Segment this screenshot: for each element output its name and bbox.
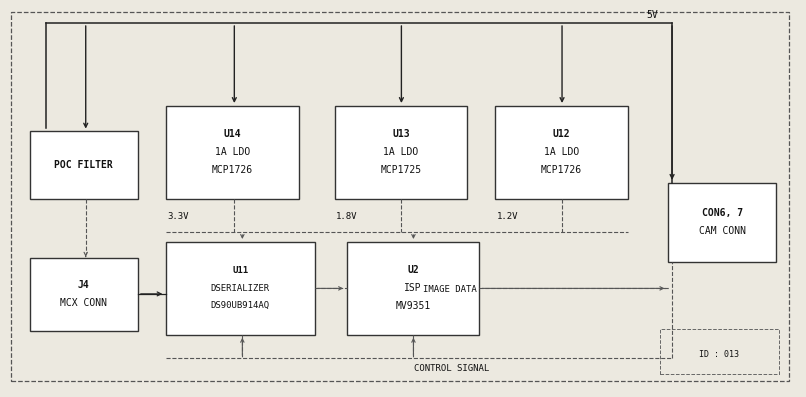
Text: U13: U13 <box>393 129 409 139</box>
Text: J4: J4 <box>78 280 89 290</box>
Text: CONTROL SIGNAL: CONTROL SIGNAL <box>413 364 488 373</box>
Text: 1A LDO: 1A LDO <box>544 147 580 157</box>
Text: POC FILTER: POC FILTER <box>54 160 113 170</box>
Text: ISP: ISP <box>405 283 422 293</box>
Text: U12: U12 <box>553 129 571 139</box>
Text: IMAGE DATA: IMAGE DATA <box>422 285 476 294</box>
FancyBboxPatch shape <box>30 131 138 198</box>
Text: DSERIALIZER: DSERIALIZER <box>211 284 270 293</box>
FancyBboxPatch shape <box>496 106 628 198</box>
Text: CON6, 7: CON6, 7 <box>702 208 743 218</box>
FancyBboxPatch shape <box>668 183 776 262</box>
Text: MCP1726: MCP1726 <box>212 165 253 175</box>
Text: MCX CONN: MCX CONN <box>60 298 107 308</box>
Text: DS90UB914AQ: DS90UB914AQ <box>211 301 270 310</box>
FancyBboxPatch shape <box>166 106 298 198</box>
Text: U2: U2 <box>407 266 419 276</box>
Text: MCP1726: MCP1726 <box>541 165 582 175</box>
FancyBboxPatch shape <box>347 242 480 335</box>
Text: U14: U14 <box>223 129 241 139</box>
Text: 5V: 5V <box>646 10 658 20</box>
Text: U11: U11 <box>232 266 248 275</box>
Text: ID : 013: ID : 013 <box>700 350 739 359</box>
FancyBboxPatch shape <box>30 258 138 331</box>
Text: 1A LDO: 1A LDO <box>214 147 250 157</box>
Text: MCP1725: MCP1725 <box>380 165 422 175</box>
FancyBboxPatch shape <box>166 242 314 335</box>
Text: 1.2V: 1.2V <box>497 212 518 221</box>
Text: 1A LDO: 1A LDO <box>384 147 418 157</box>
Text: MV9351: MV9351 <box>396 301 430 311</box>
Text: 3.3V: 3.3V <box>168 212 189 221</box>
FancyBboxPatch shape <box>334 106 467 198</box>
Text: 1.8V: 1.8V <box>336 212 358 221</box>
Text: CAM CONN: CAM CONN <box>699 226 746 236</box>
